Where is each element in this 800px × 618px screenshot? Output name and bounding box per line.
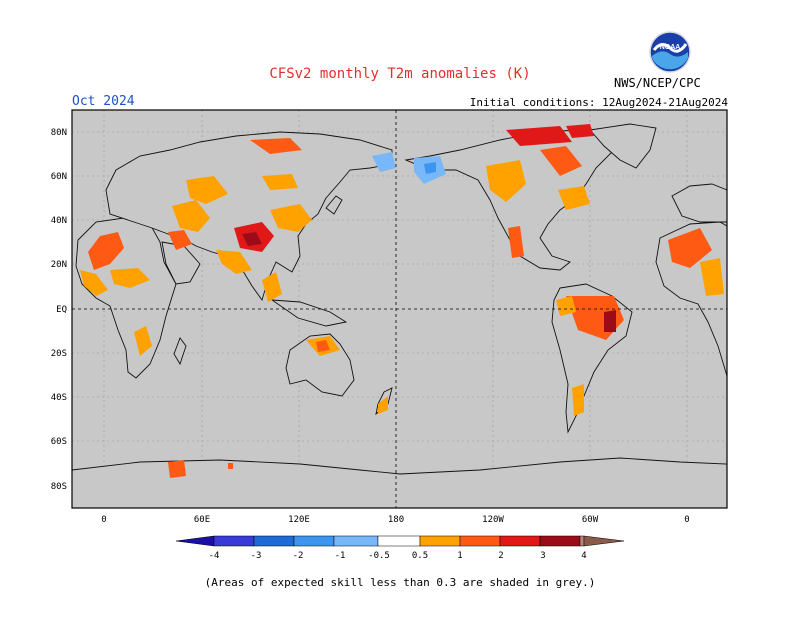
anomaly-siberia	[262, 174, 298, 190]
anomaly-antarctic-small	[228, 463, 233, 469]
lon-label-180: 180	[388, 515, 404, 525]
anomaly-central-asia	[186, 176, 228, 204]
noaa-logo-text: NOAA	[660, 44, 681, 51]
anomaly-africa-repeat	[668, 228, 712, 268]
anomaly-africa-repeat-edge	[700, 258, 724, 296]
anomaly-canada	[486, 160, 526, 202]
eurasia	[105, 131, 393, 302]
anomaly-new-zealand	[378, 396, 388, 414]
colorbar-bin-2	[253, 535, 295, 547]
anomaly-siberia-north	[250, 138, 302, 154]
anomaly-iran	[168, 230, 192, 250]
colorbar-label-m05: -0.5	[368, 551, 390, 561]
anomaly-hudson	[540, 146, 582, 176]
anomaly-middle-east	[172, 200, 210, 232]
lat-label-80n: 80N	[51, 128, 67, 138]
colorbar-label-p3: 3	[540, 551, 545, 561]
japan	[325, 195, 343, 215]
lat-label-60s: 60S	[51, 437, 67, 447]
lon-axis: 0 60E 120E 180 120W 60W 0	[101, 515, 689, 525]
noaa-logo: NOAA	[649, 31, 691, 73]
lon-label-120w: 120W	[482, 515, 504, 525]
anomaly-patches	[80, 124, 724, 478]
anomaly-western-us	[508, 226, 524, 258]
map-title: CFSv2 monthly T2m anomalies (K)	[269, 66, 531, 82]
lon-label-0: 0	[101, 515, 106, 525]
indonesia	[270, 299, 348, 327]
cold-anomaly-patches	[372, 152, 446, 184]
greenland	[589, 123, 657, 169]
anomaly-sahel	[110, 268, 150, 288]
lon-label-120e: 120E	[288, 515, 310, 525]
colorbar-bin-7	[499, 535, 541, 547]
colorbar-bin-6	[459, 535, 501, 547]
skill-footnote: (Areas of expected skill less than 0.3 a…	[204, 576, 596, 589]
colorbar-bin-9	[579, 535, 585, 547]
colorbar-bin-neutral	[377, 535, 421, 547]
colorbar-lower-arrow	[175, 535, 215, 547]
colorbar-bin-3	[293, 535, 335, 547]
colorbar-label-p1: 1	[457, 551, 462, 561]
colorbar-bin-1	[213, 535, 255, 547]
anomaly-east-siberia-cold	[372, 152, 396, 172]
anomaly-africa-north-edge	[80, 270, 108, 296]
lat-label-40n: 40N	[51, 216, 67, 226]
colorbar-label-m1: -1	[335, 551, 346, 561]
colorbar-label-p2: 2	[498, 551, 503, 561]
lat-label-20n: 20N	[51, 260, 67, 270]
anomaly-amazon-edge	[556, 296, 576, 316]
colorbar-label-m3: -3	[251, 551, 262, 561]
lat-label-20s: 20S	[51, 349, 67, 359]
anomaly-argentina	[572, 384, 584, 416]
anomaly-alaska-cold-core	[424, 162, 436, 174]
colorbar-bin-5	[419, 535, 461, 547]
anomaly-amazon-core	[604, 310, 616, 332]
anomaly-africa-north	[88, 232, 124, 270]
lat-axis: 80N 60N 40N 20N EQ 20S 40S 60S 80S	[51, 128, 67, 492]
colorbar-bin-4	[333, 535, 379, 547]
anomaly-china	[270, 204, 312, 232]
colorbar-label-m4: -4	[209, 551, 220, 561]
anomaly-indochina	[262, 272, 282, 302]
lon-label-60e: 60E	[194, 515, 210, 525]
lon-label-0-right: 0	[684, 515, 689, 525]
colorbar-bin-8	[539, 535, 581, 547]
colorbar-label-p4: 4	[581, 551, 586, 561]
anomaly-eastern-us	[558, 186, 590, 210]
anomaly-india	[216, 250, 252, 274]
lat-label-60n: 60N	[51, 172, 67, 182]
agency-label: NWS/NCEP/CPC	[614, 76, 701, 90]
anomaly-africa-south	[134, 326, 152, 356]
colorbar-label-p05: 0.5	[412, 551, 428, 561]
lat-label-eq: EQ	[56, 305, 67, 315]
initial-conditions: Initial conditions: 12Aug2024-21Aug2024	[469, 96, 728, 109]
anomaly-greenland	[566, 124, 594, 138]
anomaly-australia-core	[316, 340, 330, 352]
forecast-month: Oct 2024	[72, 94, 135, 109]
lat-label-80s: 80S	[51, 482, 67, 492]
anomaly-antarctic	[168, 460, 186, 478]
anomaly-tibet-core	[242, 232, 262, 246]
colorbar-upper-arrow	[583, 535, 625, 547]
anomaly-arctic-canada	[506, 126, 572, 146]
colorbar-label-m2: -2	[293, 551, 304, 561]
lat-label-40s: 40S	[51, 393, 67, 403]
lon-label-60w: 60W	[582, 515, 599, 525]
map-frame	[71, 109, 728, 509]
madagascar	[173, 337, 187, 366]
colorbar: -4 -3 -2 -1 -0.5 0.5 1 2 3 4	[175, 535, 625, 561]
